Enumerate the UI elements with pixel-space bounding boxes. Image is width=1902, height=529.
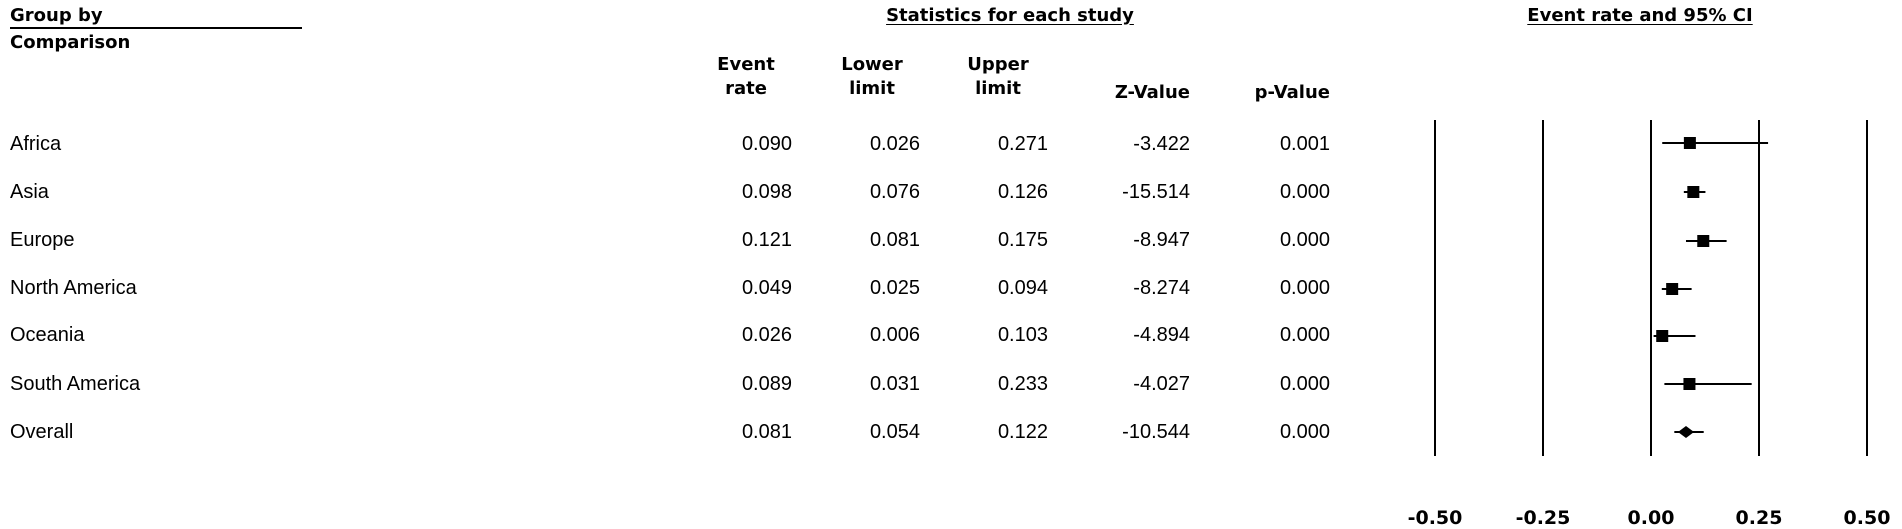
stats-title: Statistics for each study bbox=[886, 5, 1134, 26]
group-title-line2: Comparison bbox=[10, 32, 131, 53]
cell-p-value: 0.000 bbox=[1279, 324, 1330, 346]
row-label: Overall bbox=[10, 421, 74, 443]
row-label: Africa bbox=[10, 133, 62, 155]
cell-z-value: -8.274 bbox=[1133, 277, 1190, 299]
cell-z-value: -4.894 bbox=[1133, 324, 1190, 346]
point-marker-diamond bbox=[1677, 426, 1694, 438]
cell-lower-limit: 0.031 bbox=[869, 373, 920, 395]
cell-p-value: 0.000 bbox=[1279, 373, 1330, 395]
row-label: Asia bbox=[10, 181, 49, 203]
x-tick-label: -0.50 bbox=[1408, 507, 1463, 529]
point-marker bbox=[1683, 137, 1696, 149]
point-marker bbox=[1697, 235, 1710, 247]
group-title-rule bbox=[10, 27, 302, 29]
row-label: Europe bbox=[10, 229, 75, 251]
cell-lower-limit: 0.025 bbox=[869, 277, 920, 299]
point-marker bbox=[1666, 283, 1679, 295]
cell-lower-limit: 0.006 bbox=[869, 324, 920, 346]
col-header-upper-l1: Upper bbox=[967, 54, 1029, 75]
cell-upper-limit: 0.175 bbox=[997, 229, 1048, 251]
col-header-event-rate-l1: Event bbox=[717, 54, 775, 75]
cell-event-rate: 0.121 bbox=[741, 229, 792, 251]
point-marker bbox=[1687, 186, 1700, 198]
cell-z-value: -15.514 bbox=[1122, 181, 1190, 203]
cell-event-rate: 0.089 bbox=[741, 373, 792, 395]
row-label: North America bbox=[10, 277, 137, 299]
cell-z-value: -3.422 bbox=[1133, 133, 1190, 155]
cell-lower-limit: 0.054 bbox=[869, 421, 920, 443]
point-marker bbox=[1683, 378, 1696, 390]
cell-upper-limit: 0.103 bbox=[997, 324, 1048, 346]
col-header-lower-l2: limit bbox=[849, 78, 895, 99]
cell-event-rate: 0.049 bbox=[741, 277, 792, 299]
x-tick-label: 0.50 bbox=[1844, 507, 1891, 529]
cell-p-value: 0.000 bbox=[1279, 277, 1330, 299]
cell-lower-limit: 0.081 bbox=[869, 229, 920, 251]
cell-upper-limit: 0.094 bbox=[997, 277, 1048, 299]
cell-upper-limit: 0.122 bbox=[997, 421, 1048, 443]
cell-upper-limit: 0.126 bbox=[997, 181, 1048, 203]
cell-upper-limit: 0.233 bbox=[997, 373, 1048, 395]
plot-title: Event rate and 95% CI bbox=[1527, 5, 1753, 26]
cell-p-value: 0.000 bbox=[1279, 229, 1330, 251]
x-tick-label: 0.00 bbox=[1628, 507, 1675, 529]
col-header-z: Z-Value bbox=[1114, 82, 1190, 103]
col-header-p: p-Value bbox=[1254, 82, 1330, 103]
cell-upper-limit: 0.271 bbox=[997, 133, 1048, 155]
cell-lower-limit: 0.076 bbox=[869, 181, 920, 203]
col-header-lower-l1: Lower bbox=[841, 54, 903, 75]
cell-p-value: 0.000 bbox=[1279, 181, 1330, 203]
cell-z-value: -8.947 bbox=[1133, 229, 1190, 251]
point-marker bbox=[1656, 330, 1669, 342]
col-header-lower: Lower limit bbox=[816, 53, 928, 101]
cell-event-rate: 0.090 bbox=[741, 133, 792, 155]
row-label: South America bbox=[10, 373, 141, 395]
col-header-event-rate: Event rate bbox=[690, 53, 802, 101]
cell-lower-limit: 0.026 bbox=[869, 133, 920, 155]
cell-p-value: 0.000 bbox=[1279, 421, 1330, 443]
col-header-upper: Upper limit bbox=[942, 53, 1054, 101]
x-tick-label: 0.25 bbox=[1736, 507, 1783, 529]
cell-event-rate: 0.098 bbox=[741, 181, 792, 203]
cell-z-value: -4.027 bbox=[1133, 373, 1190, 395]
group-title-line1: Group by bbox=[10, 5, 103, 26]
col-header-event-rate-l2: rate bbox=[725, 78, 767, 99]
col-header-upper-l2: limit bbox=[975, 78, 1021, 99]
cell-z-value: -10.544 bbox=[1122, 421, 1190, 443]
cell-p-value: 0.001 bbox=[1279, 133, 1330, 155]
cell-event-rate: 0.026 bbox=[741, 324, 792, 346]
cell-event-rate: 0.081 bbox=[741, 421, 792, 443]
row-label: Oceania bbox=[10, 324, 85, 346]
x-tick-label: -0.25 bbox=[1516, 507, 1571, 529]
